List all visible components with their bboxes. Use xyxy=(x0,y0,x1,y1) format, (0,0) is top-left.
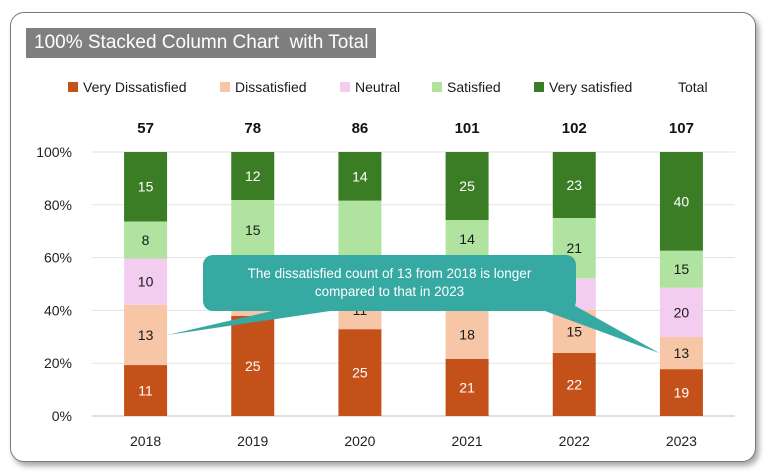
legend-swatch xyxy=(534,82,544,92)
data-label: 15 xyxy=(566,323,582,339)
legend-label: Dissatisfied xyxy=(235,79,307,95)
data-label: 14 xyxy=(352,168,368,184)
legend-label: Very Dissatisfied xyxy=(83,79,187,95)
data-label: 25 xyxy=(352,365,368,381)
bar-segment xyxy=(552,152,596,218)
bar-segment xyxy=(659,152,703,251)
bar-segment xyxy=(445,358,489,416)
bar-segment xyxy=(659,369,703,416)
data-label: 21 xyxy=(459,379,475,395)
data-label: 12 xyxy=(245,168,261,184)
bar-segment xyxy=(445,220,489,259)
x-tick-label: 2022 xyxy=(559,433,590,449)
legend-swatch xyxy=(432,82,442,92)
annotation-callout: The dissatisfied count of 13 from 2018 i… xyxy=(203,255,576,311)
legend-label: Very satisfied xyxy=(549,79,633,95)
data-label: 18 xyxy=(459,326,475,342)
legend-label: Neutral xyxy=(355,79,401,95)
data-label: 10 xyxy=(138,274,154,290)
legend-label: Satisfied xyxy=(447,79,501,95)
bar-segment xyxy=(124,221,168,259)
bar-segment xyxy=(659,337,703,370)
annotation-pointer-left xyxy=(167,311,330,335)
legend-item-neutral: Neutral xyxy=(340,79,400,95)
y-tick-label: 100% xyxy=(36,144,72,160)
total-label: 86 xyxy=(352,120,369,137)
legend-item-satisfied: Satisfied xyxy=(432,79,501,95)
bar-segment xyxy=(552,352,596,416)
total-label: 107 xyxy=(669,120,694,137)
legend-swatch xyxy=(220,82,230,92)
total-label: 57 xyxy=(137,120,154,137)
data-label: 13 xyxy=(674,345,690,361)
bar-segment xyxy=(445,309,489,359)
bar-segment xyxy=(338,152,382,201)
data-label: 25 xyxy=(459,178,475,194)
legend-item-very-satisfied: Very satisfied xyxy=(534,79,632,95)
bar-segment xyxy=(124,365,168,416)
chart-title: 100% Stacked Column Chart with Total xyxy=(26,28,377,58)
total-label: 101 xyxy=(455,120,480,137)
bar-segment xyxy=(659,250,703,288)
total-label: 102 xyxy=(562,120,587,137)
annotation-text: The dissatisfied count of 13 from 2018 i… xyxy=(247,266,532,299)
legend-item-very-dissatisfied: Very Dissatisfied xyxy=(68,79,186,95)
bar-segment xyxy=(124,304,168,366)
bar-segment xyxy=(338,329,382,416)
bar-segment xyxy=(231,152,275,200)
data-label: 13 xyxy=(138,327,154,343)
bar-segment xyxy=(231,200,275,260)
data-label: 19 xyxy=(674,385,690,401)
data-label: 14 xyxy=(459,231,475,247)
data-label: 25 xyxy=(245,358,261,374)
y-tick-label: 60% xyxy=(44,250,72,266)
x-tick-label: 2018 xyxy=(130,433,161,449)
bar-segment xyxy=(124,152,168,222)
x-tick-label: 2020 xyxy=(344,433,375,449)
x-tick-label: 2019 xyxy=(237,433,268,449)
total-label: 78 xyxy=(244,120,261,137)
x-tick-label: 2021 xyxy=(452,433,483,449)
data-label: 22 xyxy=(566,376,582,392)
chart-legend: Very Dissatisfied Dissatisfied Neutral S… xyxy=(0,79,768,99)
legend-swatch xyxy=(68,82,78,92)
bar-segment xyxy=(124,258,168,305)
data-label: 15 xyxy=(674,261,690,277)
bar-segment xyxy=(659,287,703,338)
x-tick-label: 2023 xyxy=(666,433,697,449)
y-tick-label: 0% xyxy=(52,408,72,424)
data-label: 20 xyxy=(674,304,690,320)
bar-segment xyxy=(445,152,489,221)
data-label: 15 xyxy=(245,222,261,238)
y-tick-label: 80% xyxy=(44,197,72,213)
legend-label: Total xyxy=(678,79,708,95)
data-label: 23 xyxy=(566,177,582,193)
data-label: 40 xyxy=(674,193,690,209)
legend-item-dissatisfied: Dissatisfied xyxy=(220,79,307,95)
data-label: 21 xyxy=(566,240,582,256)
y-tick-label: 40% xyxy=(44,302,72,318)
annotation-pointer-right xyxy=(545,303,660,354)
data-label: 8 xyxy=(142,232,150,248)
legend-item-total: Total xyxy=(678,79,708,95)
legend-swatch xyxy=(340,82,350,92)
bar-segment xyxy=(231,316,275,416)
data-label: 15 xyxy=(138,179,154,195)
data-label: 11 xyxy=(138,383,153,399)
y-tick-label: 20% xyxy=(44,355,72,371)
